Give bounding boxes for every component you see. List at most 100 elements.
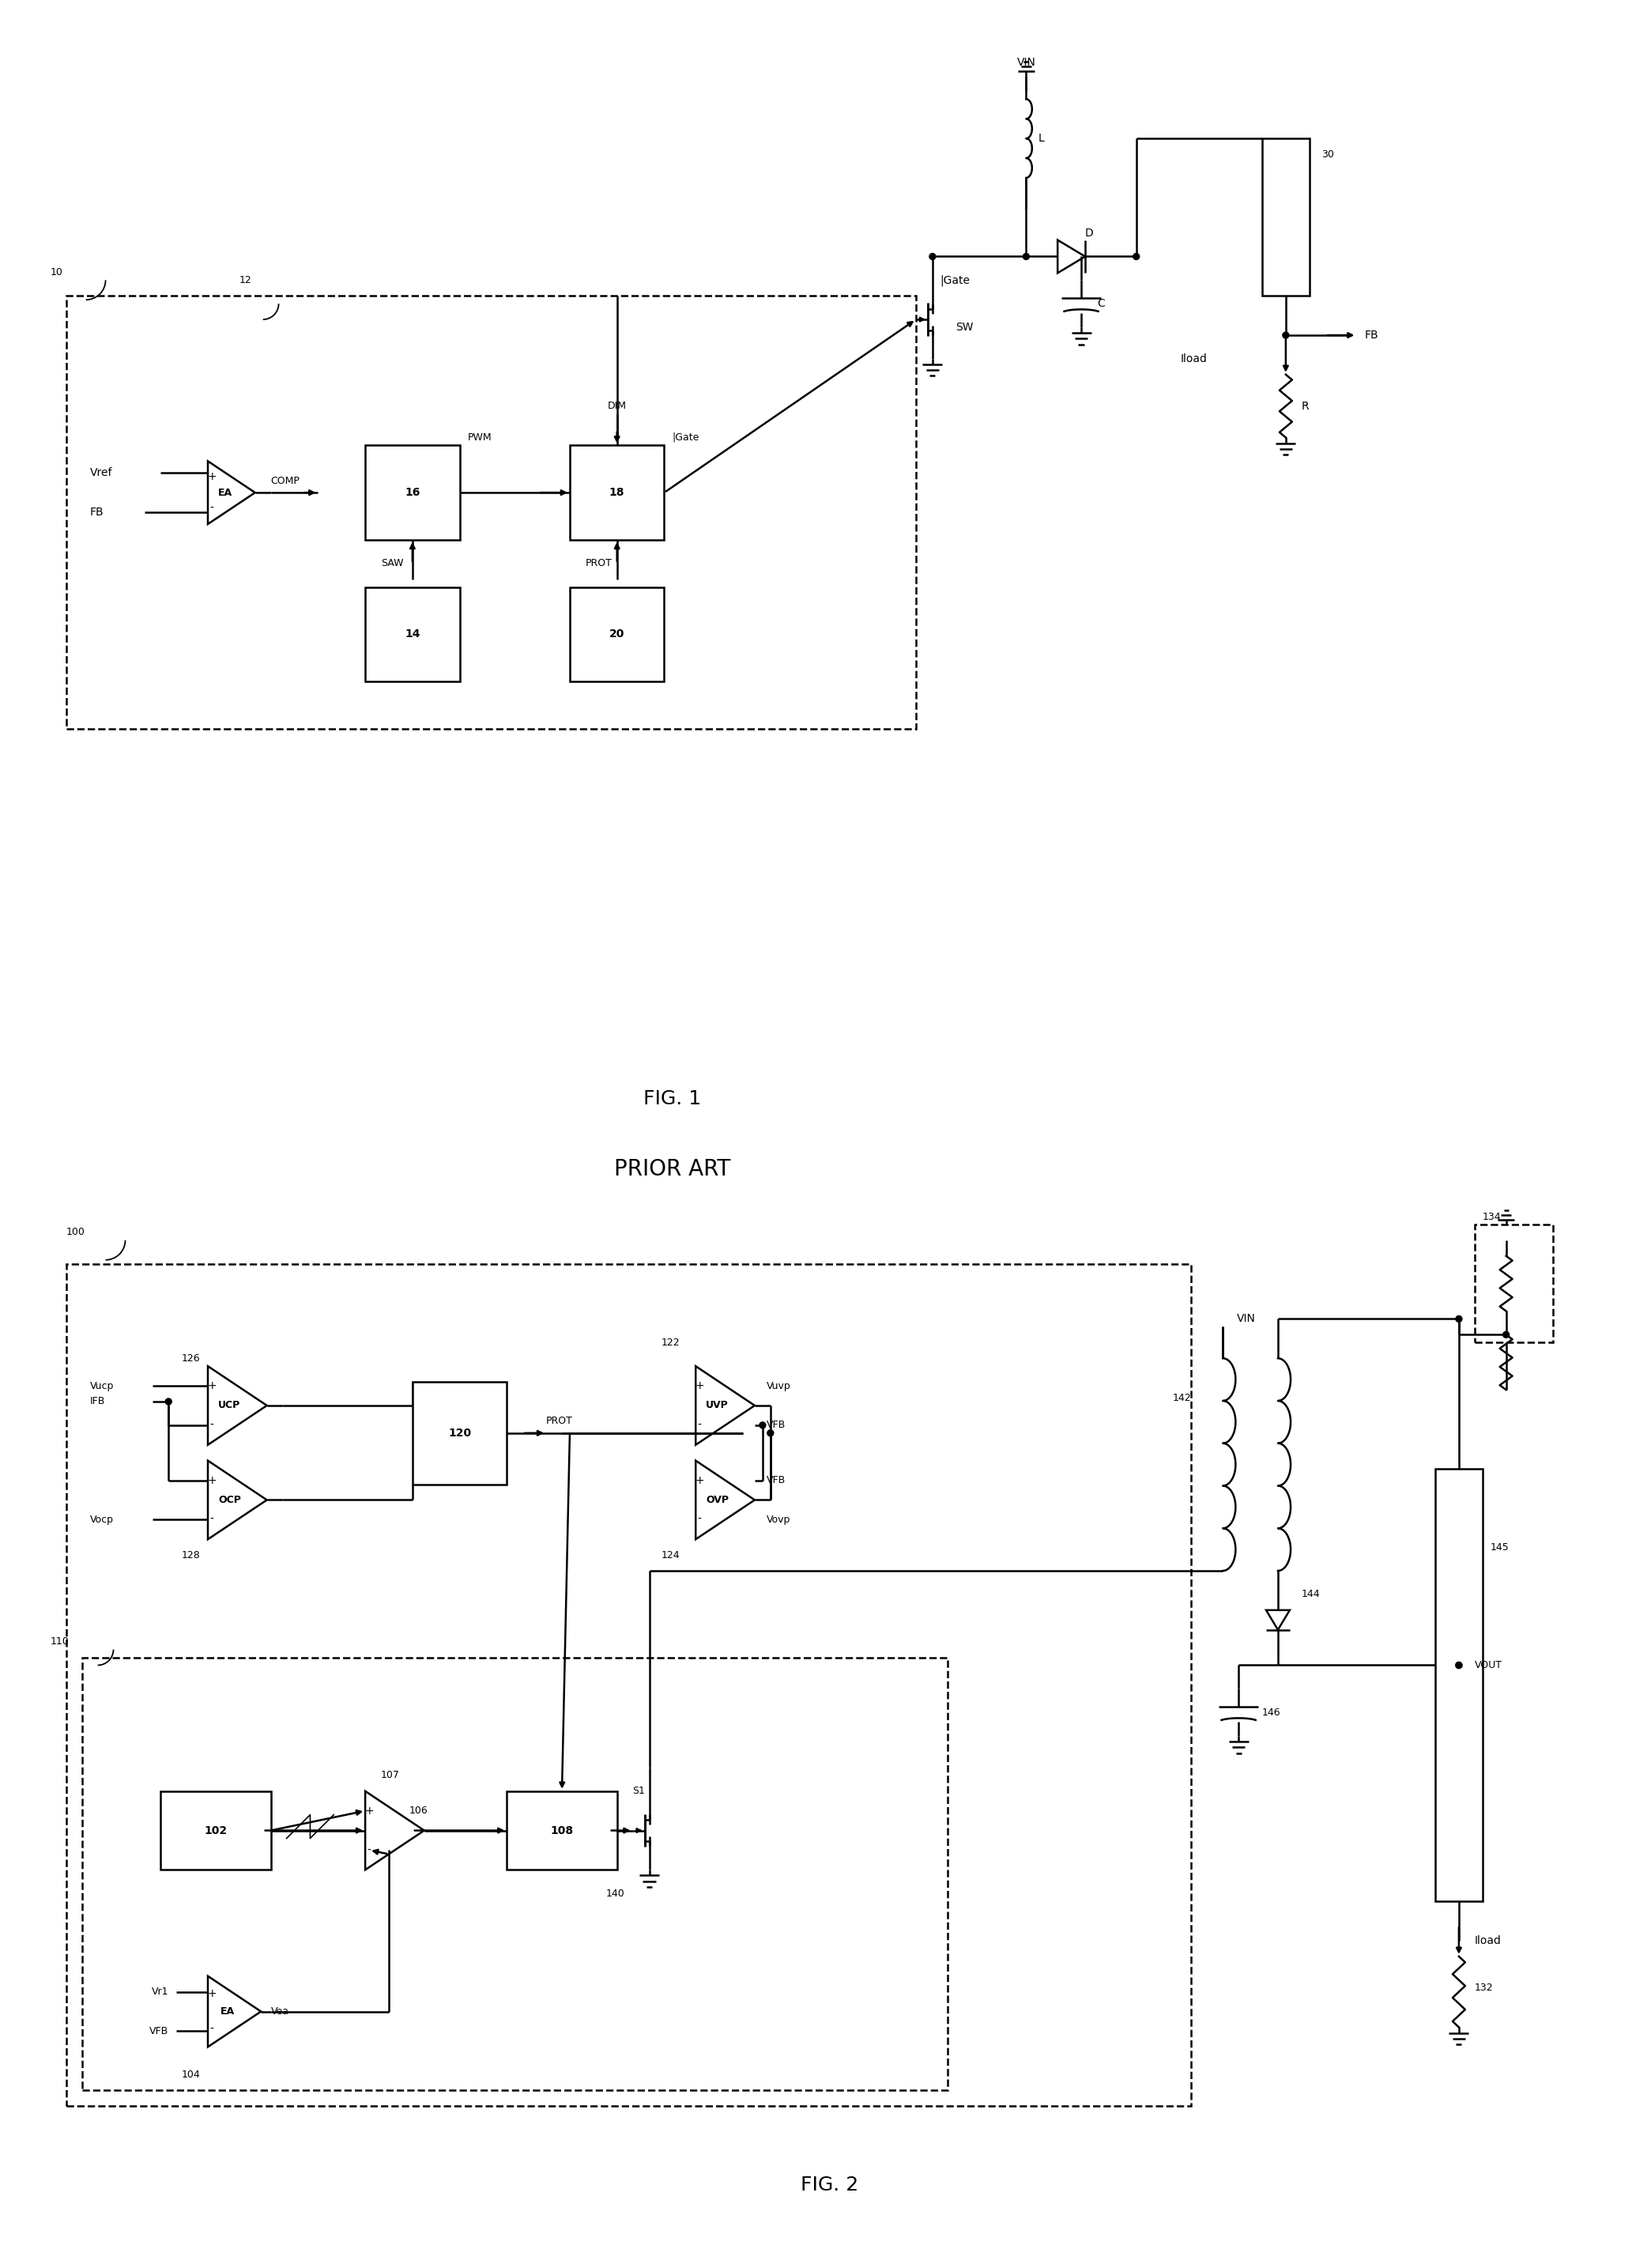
Text: S1: S1 [632,1785,646,1796]
Text: Vovp: Vovp [766,1515,791,1524]
Text: PRIOR ART: PRIOR ART [614,1159,730,1179]
Circle shape [1502,1331,1509,1338]
Text: SAW: SAW [381,558,403,569]
Text: Vea: Vea [271,2007,289,2016]
Text: 124: 124 [662,1549,680,1560]
Text: UCP: UCP [218,1399,241,1411]
Text: Vocp: Vocp [89,1515,114,1524]
Text: 108: 108 [550,1826,573,1837]
Text: 106: 106 [409,1805,428,1817]
Text: 10: 10 [51,268,63,277]
Circle shape [1456,1315,1463,1322]
Text: FB: FB [89,506,104,517]
Bar [66,295,916,728]
Text: 126: 126 [182,1354,200,1363]
Text: DIM: DIM [608,401,626,411]
Text: +: + [208,472,216,483]
Text: |Gate: |Gate [672,433,700,442]
Text: 14: 14 [404,628,419,640]
Circle shape [165,1399,172,1404]
Bar [507,1792,617,1869]
Text: VIN: VIN [1237,1313,1256,1325]
Text: 146: 146 [1261,1708,1281,1717]
Text: R: R [1301,401,1309,411]
Text: PWM: PWM [467,433,492,442]
Text: OVP: OVP [707,1495,728,1506]
Text: D: D [1085,227,1093,238]
Text: +: + [208,1474,216,1486]
Bar [1474,1225,1554,1343]
Text: +: + [208,1381,216,1390]
Text: 134: 134 [1483,1211,1501,1222]
Text: 132: 132 [1474,1982,1493,1994]
Text: VFB: VFB [766,1420,786,1431]
Text: Vr1: Vr1 [152,1987,168,1996]
Text: OCP: OCP [218,1495,241,1506]
Text: PROT: PROT [586,558,613,569]
Text: +: + [208,1989,216,2000]
Circle shape [1283,331,1289,338]
Text: Iload: Iload [1180,354,1207,365]
Text: COMP: COMP [271,476,300,485]
Text: EA: EA [218,488,233,497]
Bar [365,445,459,540]
Text: UVP: UVP [707,1399,728,1411]
Text: 142: 142 [1172,1393,1192,1404]
Bar [1435,1467,1483,1901]
Text: -: - [698,1515,702,1524]
Text: -: - [210,1515,213,1524]
Text: 120: 120 [447,1427,471,1438]
Text: 102: 102 [205,1826,228,1837]
Text: +: + [695,1474,705,1486]
Text: 30: 30 [1321,150,1334,159]
Text: |Gate: |Gate [939,274,969,286]
Text: 20: 20 [609,628,624,640]
Text: VFB: VFB [766,1474,786,1486]
Text: 140: 140 [606,1889,624,1898]
Circle shape [1024,254,1029,259]
Text: 144: 144 [1301,1590,1321,1599]
Bar [413,1381,507,1483]
Text: FIG. 2: FIG. 2 [801,2175,859,2193]
Text: -: - [210,503,213,515]
Text: 18: 18 [609,488,624,499]
Bar [570,445,664,540]
Text: +: + [695,1381,705,1390]
Bar [66,1263,1192,2107]
Circle shape [1456,1662,1463,1669]
Text: VFB: VFB [149,2025,168,2037]
Text: 122: 122 [662,1338,680,1347]
Bar [83,1658,948,2091]
Bar [160,1792,271,1869]
Text: VIN: VIN [1017,57,1035,68]
Circle shape [1456,1662,1463,1669]
Text: 145: 145 [1491,1542,1509,1551]
Text: PROT: PROT [546,1415,573,1427]
Text: FB: FB [1364,329,1379,340]
Text: -: - [698,1420,702,1431]
Text: +: + [365,1805,373,1817]
Text: 16: 16 [404,488,419,499]
Text: Iload: Iload [1474,1935,1501,1946]
Text: IFB: IFB [89,1397,106,1406]
Text: Vuvp: Vuvp [766,1381,791,1390]
Bar [365,587,459,680]
Circle shape [1133,254,1139,259]
Circle shape [768,1429,774,1436]
Text: L: L [1038,134,1043,143]
Bar [1261,138,1309,295]
Text: -: - [210,1420,213,1431]
Text: Vref: Vref [89,467,112,479]
Text: EA: EA [220,2007,234,2016]
Text: VOUT: VOUT [1474,1660,1502,1669]
Text: -: - [367,1844,371,1855]
Text: 110: 110 [51,1637,69,1647]
Text: Vucp: Vucp [89,1381,114,1390]
Text: C: C [1096,297,1105,308]
Text: FIG. 1: FIG. 1 [644,1089,702,1109]
Text: 100: 100 [66,1227,86,1238]
Circle shape [759,1422,766,1429]
Text: SW: SW [956,322,972,333]
Circle shape [930,254,936,259]
Text: 128: 128 [182,1549,200,1560]
